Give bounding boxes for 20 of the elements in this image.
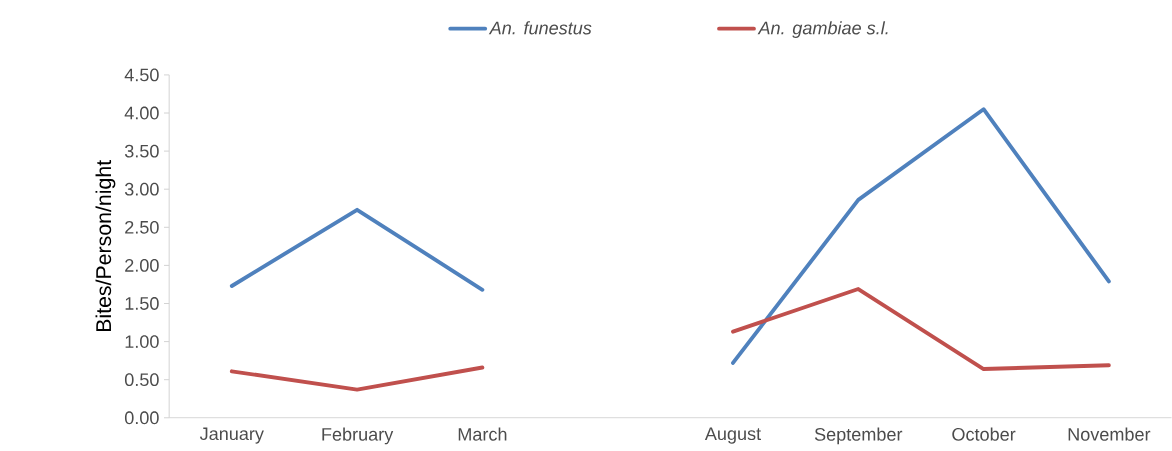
y-tick-label: 4.00 xyxy=(124,106,159,120)
x-tick-label: October xyxy=(952,427,1016,441)
x-tick-label: August xyxy=(704,427,761,444)
legend-label: An. gambiae s.l. xyxy=(757,21,888,38)
y-tick-label: 2.50 xyxy=(125,220,159,234)
y-tick-label: 0.00 xyxy=(124,411,159,425)
y-tick-label: 0.50 xyxy=(124,373,159,386)
x-tick-label: January xyxy=(199,427,264,444)
y-tick-label: 1.00 xyxy=(125,335,159,348)
y-tick-label: 3.00 xyxy=(124,182,159,196)
y-tick-label: 4.50 xyxy=(124,68,159,82)
x-tick-label: September xyxy=(814,427,903,445)
legend-label: An. funestus xyxy=(488,21,592,35)
x-tick-label: February xyxy=(322,427,394,445)
x-tick-label: March xyxy=(458,427,507,441)
y-tick-label: 3.50 xyxy=(124,144,159,158)
y-tick-label: 2.00 xyxy=(125,258,159,272)
x-tick-label: November xyxy=(1068,427,1151,441)
y-tick-label: 1.50 xyxy=(125,296,159,310)
y-axis-title: Bites/Person/night xyxy=(95,159,116,331)
